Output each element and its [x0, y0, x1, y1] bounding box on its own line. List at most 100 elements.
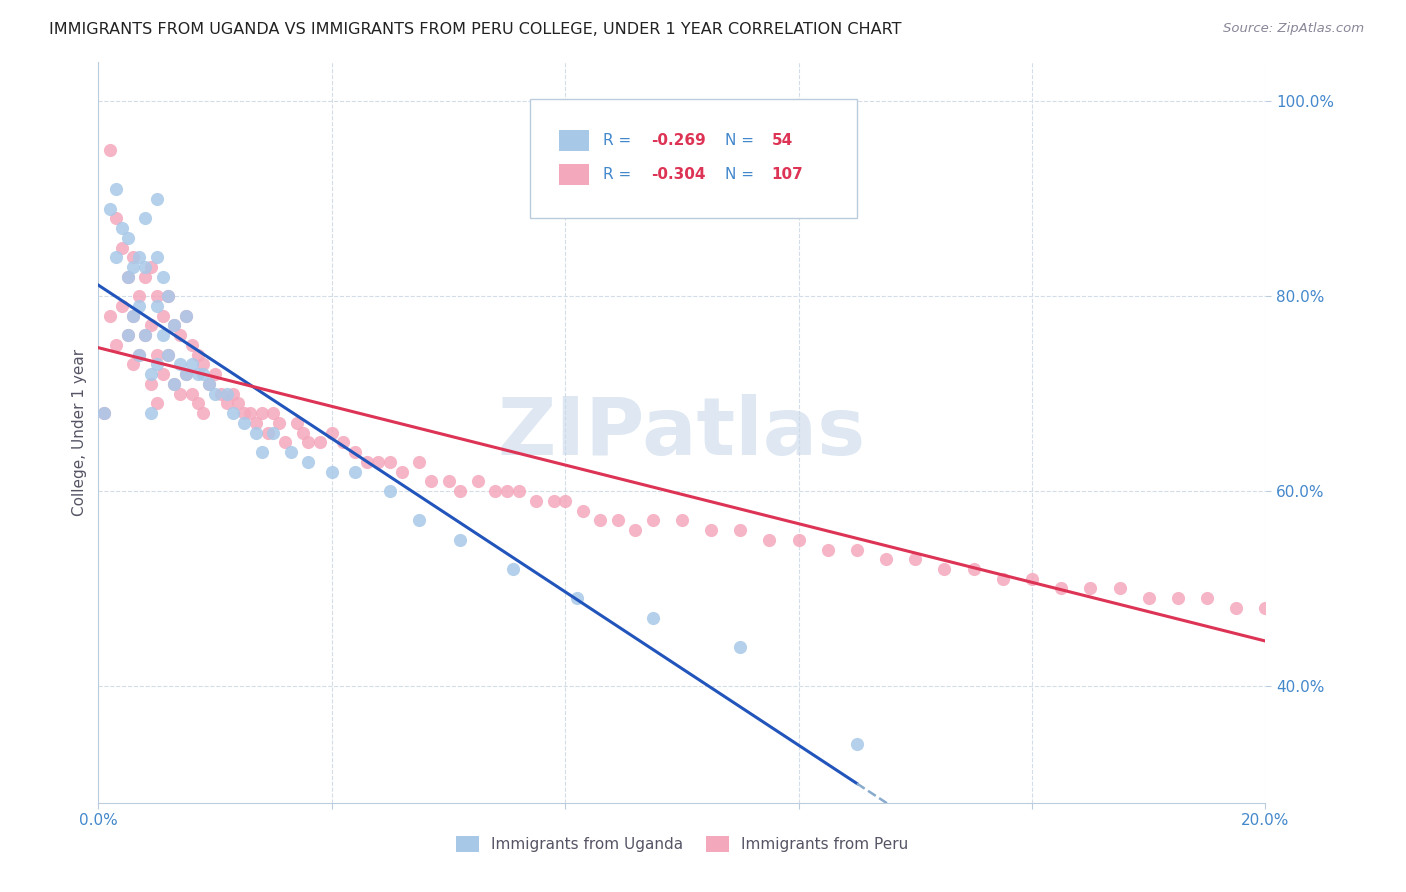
Point — [169, 328, 191, 343]
Point — [134, 328, 156, 343]
Point — [543, 493, 565, 508]
Point — [565, 591, 588, 606]
Point — [641, 611, 664, 625]
Point — [215, 386, 238, 401]
Point — [846, 542, 869, 557]
Text: Source: ZipAtlas.com: Source: ZipAtlas.com — [1223, 22, 1364, 36]
FancyBboxPatch shape — [560, 130, 589, 151]
Point — [671, 513, 693, 527]
Point — [437, 475, 460, 489]
Point — [1371, 620, 1393, 634]
Point — [169, 386, 191, 401]
Point — [163, 376, 186, 391]
Point — [228, 396, 250, 410]
Point — [250, 406, 273, 420]
Point — [787, 533, 810, 547]
Point — [508, 484, 530, 499]
Point — [193, 406, 215, 420]
Point — [285, 416, 308, 430]
Point — [391, 465, 413, 479]
Point — [128, 348, 150, 362]
Point — [139, 406, 162, 420]
Point — [180, 358, 202, 372]
Point — [467, 475, 489, 489]
Point — [730, 523, 752, 537]
Point — [589, 513, 612, 527]
Point — [875, 552, 897, 566]
Point — [174, 309, 197, 323]
Point — [128, 289, 150, 303]
Point — [245, 425, 267, 440]
Point — [157, 348, 180, 362]
Point — [139, 318, 162, 333]
Point — [122, 260, 145, 274]
Point — [104, 182, 127, 196]
Point — [93, 406, 115, 420]
Point — [146, 250, 169, 264]
Point — [332, 435, 354, 450]
Point — [1195, 591, 1218, 606]
Point — [356, 455, 378, 469]
Point — [297, 435, 319, 450]
Point — [449, 533, 471, 547]
Point — [163, 376, 186, 391]
Point — [111, 221, 134, 235]
Text: R =: R = — [603, 134, 636, 148]
Point — [187, 396, 209, 410]
Point — [152, 328, 174, 343]
FancyBboxPatch shape — [530, 99, 858, 218]
Point — [146, 358, 169, 372]
Point — [146, 396, 169, 410]
Point — [117, 328, 139, 343]
Point — [122, 309, 145, 323]
Point — [193, 367, 215, 381]
Point — [157, 289, 180, 303]
Point — [1225, 601, 1247, 615]
Point — [187, 367, 209, 381]
Point — [152, 269, 174, 284]
Point — [1021, 572, 1043, 586]
Point — [367, 455, 389, 469]
Point — [606, 513, 628, 527]
Point — [146, 299, 169, 313]
Point — [846, 737, 869, 751]
Point — [904, 552, 927, 566]
Point — [1167, 591, 1189, 606]
Point — [139, 260, 162, 274]
Point — [420, 475, 443, 489]
Point — [209, 386, 232, 401]
Point — [104, 211, 127, 226]
Point — [817, 542, 839, 557]
Point — [180, 338, 202, 352]
Point — [250, 445, 273, 459]
Point — [122, 358, 145, 372]
Point — [134, 328, 156, 343]
Point — [280, 445, 302, 459]
Point — [1284, 611, 1306, 625]
Point — [104, 250, 127, 264]
Point — [1400, 630, 1406, 644]
Point — [344, 445, 367, 459]
Point — [174, 367, 197, 381]
Point — [408, 513, 430, 527]
Point — [198, 376, 221, 391]
Point — [309, 435, 332, 450]
Point — [122, 250, 145, 264]
Point — [152, 367, 174, 381]
Point — [193, 358, 215, 372]
Point — [122, 309, 145, 323]
Point — [571, 503, 593, 517]
Point — [104, 338, 127, 352]
Point — [233, 406, 256, 420]
Point — [641, 513, 664, 527]
Point — [962, 562, 984, 576]
Y-axis label: College, Under 1 year: College, Under 1 year — [72, 349, 87, 516]
Point — [1341, 620, 1364, 634]
Point — [98, 202, 121, 216]
Point — [163, 318, 186, 333]
Point — [117, 269, 139, 284]
Point — [297, 455, 319, 469]
Text: N =: N = — [725, 134, 759, 148]
Text: 107: 107 — [772, 168, 803, 183]
Point — [221, 386, 243, 401]
